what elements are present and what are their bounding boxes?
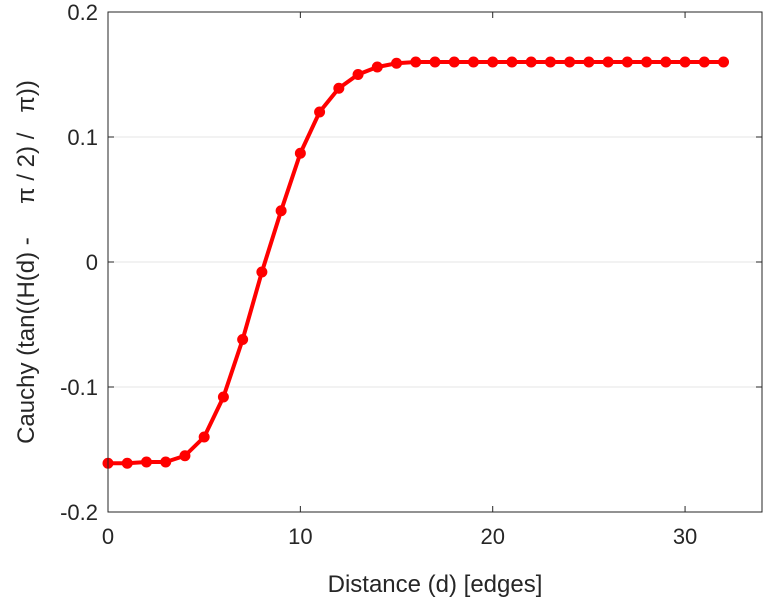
- data-point: [198, 431, 210, 443]
- x-axis-label: Distance (d) [edges]: [328, 571, 543, 598]
- data-point: [583, 56, 595, 68]
- data-point: [391, 57, 403, 69]
- data-point: [121, 457, 133, 469]
- data-point: [564, 56, 576, 68]
- data-point: [352, 69, 364, 80]
- data-point: [448, 56, 460, 68]
- data-point: [410, 56, 422, 68]
- x-tick-label: 10: [288, 524, 312, 549]
- data-point: [275, 205, 287, 217]
- data-point: [217, 391, 229, 403]
- data-point: [467, 56, 479, 68]
- y-tick-label: 0.2: [67, 0, 98, 25]
- x-tick-label: 0: [102, 524, 114, 549]
- data-point: [237, 334, 249, 345]
- y-tick-label: -0.2: [60, 500, 98, 525]
- series-layer: [102, 56, 730, 469]
- data-point: [140, 456, 152, 468]
- y-tick-label: -0.1: [60, 375, 98, 400]
- data-point: [621, 56, 633, 68]
- data-point: [371, 61, 383, 73]
- data-point: [314, 106, 326, 118]
- x-tick-label: 30: [673, 524, 697, 549]
- data-point: [602, 56, 614, 68]
- data-point: [718, 56, 730, 68]
- data-point: [160, 456, 172, 468]
- y-tick-label: 0: [86, 250, 98, 275]
- series-line: [108, 60, 724, 466]
- data-point: [679, 56, 691, 68]
- data-point: [525, 56, 537, 68]
- data-point: [544, 56, 556, 68]
- data-point: [660, 56, 672, 68]
- data-point: [294, 147, 306, 159]
- data-point: [333, 82, 345, 94]
- data-point: [506, 56, 518, 68]
- ticks: -0.2 -0.1 0 0.1 0.2 0 10 20 30: [60, 0, 762, 549]
- x-tick-label: 20: [480, 524, 504, 549]
- y-axis-label: Cauchy (tan((H(d) - π / 2) / π)): [13, 80, 40, 444]
- data-point: [487, 56, 499, 68]
- data-point: [256, 266, 268, 278]
- data-point: [641, 56, 653, 68]
- y-tick-label: 0.1: [67, 125, 98, 150]
- data-point: [429, 56, 441, 68]
- data-point: [698, 56, 710, 68]
- data-point: [179, 450, 191, 462]
